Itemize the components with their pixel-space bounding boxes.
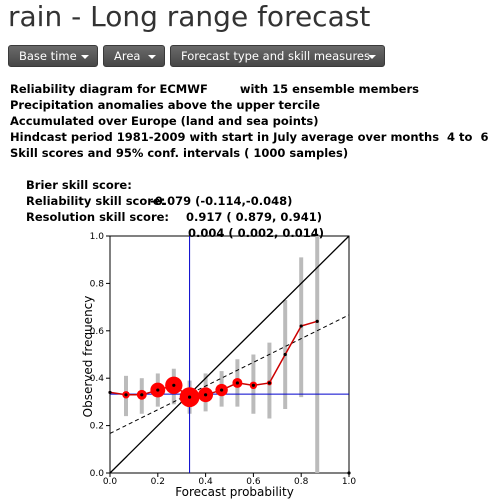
- reliability-score-label: Reliability skill score:: [26, 194, 166, 208]
- data-point-center-9: [251, 383, 255, 387]
- y-tick-label-5: 1.0: [90, 232, 105, 242]
- data-point-center-5: [187, 395, 192, 399]
- info-line-4: Hindcast period 1981-2009 with start in …: [10, 130, 489, 144]
- y-tick-label-3: 0.6: [90, 327, 105, 337]
- data-point-center-4: [172, 383, 176, 387]
- brier-score-value: -0.079 (-0.114,-0.048): [150, 194, 293, 208]
- plot-frame: [109, 235, 350, 474]
- x-tick-label-3: 0.6: [246, 477, 261, 487]
- y-axis-label: Observed frequency: [81, 296, 95, 418]
- info-line-3: Accumulated over Europe (land and sea po…: [10, 114, 319, 128]
- base-time-button[interactable]: Base time: [8, 45, 98, 67]
- x-tick-label-2: 0.4: [198, 477, 213, 487]
- data-point-center-7: [220, 388, 224, 392]
- page-title: rain - Long range forecast: [8, 0, 371, 33]
- area-label: Area: [114, 49, 141, 63]
- resolution-score-label: Resolution skill score:: [26, 210, 170, 224]
- y-tick-label-1: 0.2: [90, 422, 104, 432]
- data-point-center-3: [156, 388, 160, 392]
- forecast-type-label: Forecast type and skill measures: [181, 49, 370, 63]
- perfect-reliability-line: [109, 235, 350, 474]
- x-tick-label-5: 1.0: [342, 477, 357, 487]
- data-point-center-11: [283, 352, 287, 357]
- data-point-center-2: [140, 393, 144, 397]
- x-tick-label-1: 0.2: [151, 477, 165, 487]
- data-point-center-1: [124, 393, 128, 397]
- info-line-5: Skill scores and 95% conf. intervals ( 1…: [10, 146, 349, 160]
- info-line-2: Precipitation anomalies above the upper …: [10, 98, 321, 112]
- brier-score-row: Brier skill score: -0.079 (-0.114,-0.048…: [10, 161, 292, 208]
- brier-score-label: Brier skill score:: [26, 178, 132, 192]
- caret-down-icon: [81, 55, 89, 59]
- x-tick-label-4: 0.8: [294, 477, 309, 487]
- area-button[interactable]: Area: [103, 45, 165, 67]
- y-tick-label-4: 0.8: [90, 279, 105, 289]
- data-point-center-12: [299, 324, 303, 328]
- data-point-center-13: [315, 319, 319, 323]
- data-point-center-8: [235, 381, 239, 385]
- data-point-center-10: [267, 381, 272, 385]
- caret-down-icon: [368, 55, 376, 59]
- forecast-type-button[interactable]: Forecast type and skill measures: [170, 45, 385, 67]
- data-point-center-6: [204, 393, 208, 397]
- data-point-center-0: [108, 390, 112, 395]
- y-tick-label-0: 0.0: [90, 469, 105, 479]
- no-skill-line: [109, 314, 350, 434]
- reliability-score-value: 0.917 ( 0.879, 0.941): [186, 210, 323, 224]
- base-time-label: Base time: [19, 49, 77, 63]
- y-tick-label-2: 0.4: [90, 374, 105, 384]
- info-line-1: Reliability diagram for ECMWF with 15 en…: [10, 82, 419, 96]
- x-tick-label-0: 0.0: [103, 477, 118, 487]
- reliability-score-row: Reliability skill score: 0.917 ( 0.879, …: [10, 177, 322, 224]
- caret-down-icon: [148, 55, 156, 59]
- x-axis-label: Forecast probability: [175, 485, 294, 499]
